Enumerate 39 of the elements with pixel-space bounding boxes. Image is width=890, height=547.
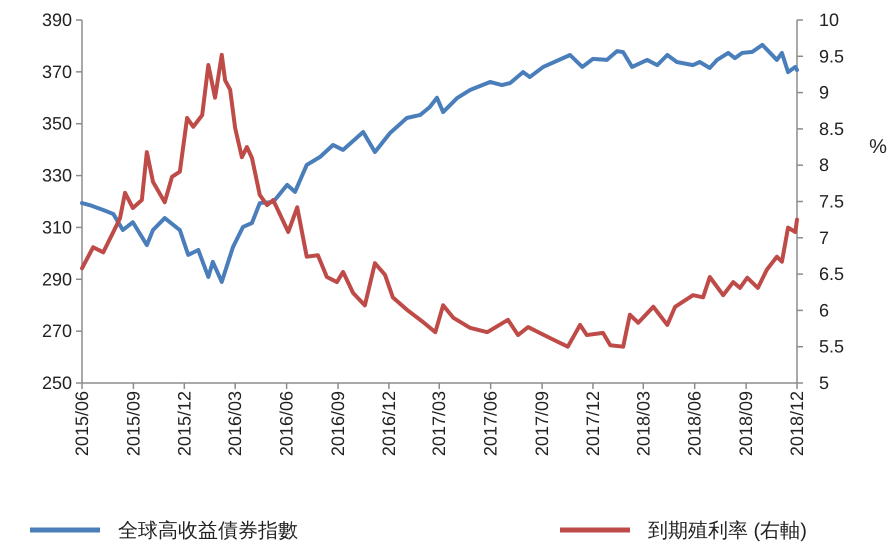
x-tick-label: 2016/03	[225, 391, 246, 456]
y2-tick-label: 6	[819, 300, 830, 320]
x-tick-label: 2017/06	[480, 391, 501, 456]
legend-label: 全球高收益債券指數	[118, 519, 298, 542]
y2-tick-label: 7	[819, 228, 830, 248]
y-tick-label: 290	[42, 269, 72, 290]
y-tick-label: 310	[42, 217, 72, 238]
x-tick-label: 2017/03	[429, 391, 450, 456]
x-tick-label: 2015/09	[123, 391, 144, 456]
x-tick-label: 2016/09	[328, 391, 348, 456]
y-tick-label: 370	[42, 62, 72, 82]
x-tick-label: 2015/12	[174, 391, 194, 456]
y-tick-label: 250	[42, 373, 72, 393]
y2-tick-label: 9	[819, 82, 830, 103]
x-tick-label: 2017/12	[582, 391, 603, 456]
x-tick-label: 2016/12	[378, 391, 399, 456]
y2-tick-label: 5	[819, 373, 830, 393]
x-tick-label: 2015/06	[72, 391, 92, 456]
x-tick-label: 2018/03	[633, 391, 654, 456]
x-tick-label: 2016/06	[276, 391, 297, 456]
y2-tick-label: 8.5	[819, 118, 844, 139]
y-tick-label: 390	[42, 10, 72, 30]
y2-tick-label: 6.5	[819, 264, 844, 284]
line-series	[80, 42, 799, 284]
y-tick-label: 350	[42, 114, 72, 134]
y2-tick-label: 9.5	[819, 46, 844, 66]
y2-tick-label: 10	[819, 10, 840, 30]
y-tick-label: 330	[42, 166, 72, 186]
y-tick-label: 270	[42, 321, 72, 342]
line-series	[80, 52, 799, 349]
y2-tick-label: 5.5	[819, 336, 844, 357]
y2-tick-label: 8	[819, 155, 830, 176]
legend-label: 到期殖利率 (右軸)	[648, 520, 807, 542]
y2-tick-label: 7.5	[819, 192, 844, 212]
y2-axis-title: %	[869, 136, 888, 158]
x-tick-label: 2018/06	[684, 391, 705, 456]
x-tick-label: 2018/12	[787, 391, 807, 456]
x-tick-label: 2017/09	[532, 391, 552, 456]
x-tick-label: 2018/09	[736, 391, 756, 456]
